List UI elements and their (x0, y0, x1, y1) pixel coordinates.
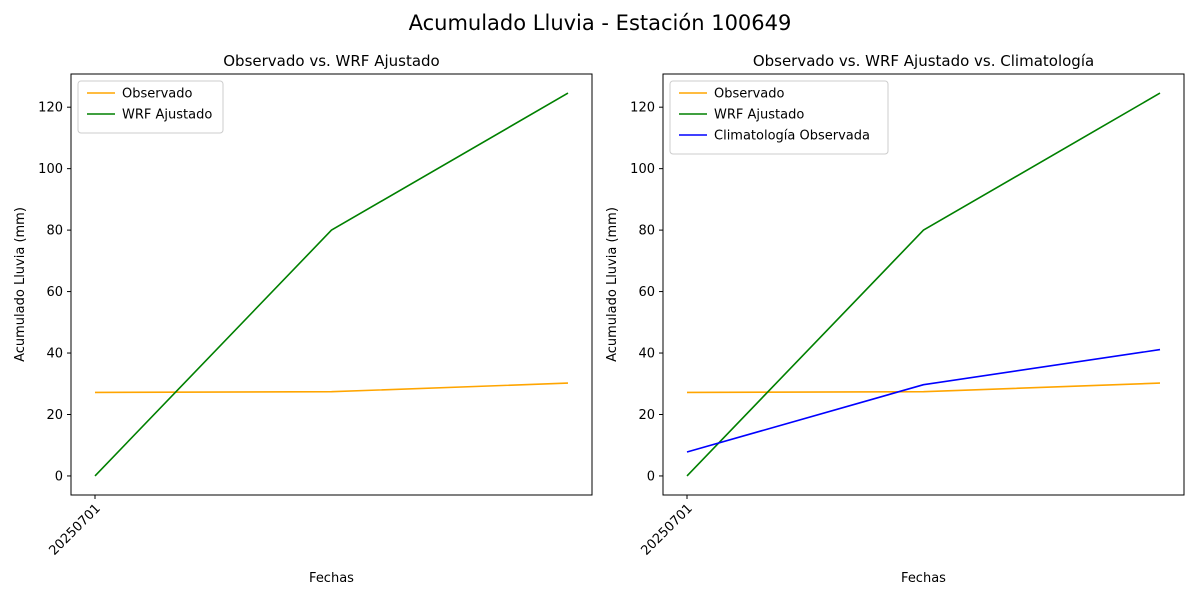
y-tick-label: 40 (638, 347, 655, 362)
legend (669, 80, 889, 155)
y-tick-label: 0 (55, 469, 63, 484)
y-tick-label: 120 (630, 101, 655, 116)
axes-frame (662, 73, 1185, 496)
legend (77, 80, 224, 134)
series-line-observado (686, 382, 1161, 394)
legend-entry: WRF Ajustado (122, 108, 212, 123)
legend-entry: Observado (122, 87, 193, 102)
y-tick-label: 40 (46, 347, 63, 362)
y-tick-label: 80 (46, 224, 63, 239)
y-tick-label: 0 (647, 469, 655, 484)
y-tick-label: 60 (46, 285, 63, 300)
chart-panel-left: Observado vs. WRF Ajustado 0 20 40 60 80 100 12… (13, 52, 593, 586)
x-axis-label: Fechas (309, 571, 354, 586)
y-axis-label: Acumulado Lluvia (mm) (13, 207, 28, 362)
chart-panel-right: Observado vs. WRF Ajustado vs. Climatolo… (605, 52, 1185, 586)
y-tick-label: 100 (38, 162, 63, 177)
y-tick-label: 20 (638, 408, 655, 423)
y-tick-label: 80 (638, 224, 655, 239)
figure-title: Acumulado Lluvia - Estación 100649 (409, 11, 792, 35)
legend-entry: Observado (714, 87, 785, 102)
chart-title: Observado vs. WRF Ajustado vs. Climatolo… (753, 52, 1094, 70)
legend-entry: Climatología Observada (714, 129, 870, 144)
y-tick-label: 120 (38, 101, 63, 116)
y-tick-label: 20 (46, 408, 63, 423)
chart-title: Observado vs. WRF Ajustado (223, 52, 439, 70)
y-tick-label: 100 (630, 162, 655, 177)
series-line-climatolog-a-observada (686, 348, 1161, 453)
series-line-wrf-ajustado (94, 92, 569, 477)
x-tick-label: 20250701 (638, 501, 695, 558)
x-tick-label: 20250701 (46, 501, 103, 558)
series-line-observado (94, 382, 569, 394)
axes-frame (70, 73, 593, 496)
series-line-wrf-ajustado (686, 92, 1161, 477)
y-tick-label: 60 (638, 285, 655, 300)
legend-entry: WRF Ajustado (714, 108, 804, 123)
y-axis-label: Acumulado Lluvia (mm) (605, 207, 620, 362)
x-axis-label: Fechas (901, 571, 946, 586)
